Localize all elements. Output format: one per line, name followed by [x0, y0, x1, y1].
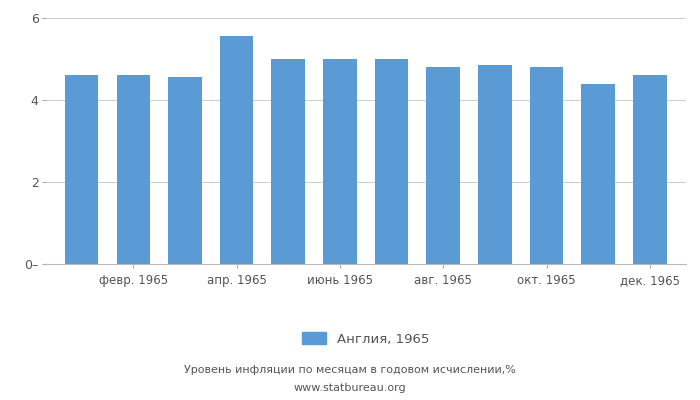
Text: www.statbureau.org: www.statbureau.org [294, 383, 406, 393]
Bar [220, 36, 253, 264]
Bar [65, 75, 99, 264]
Bar [272, 59, 305, 264]
Bar [168, 78, 202, 264]
Bar [323, 59, 357, 264]
Bar [530, 67, 564, 264]
Bar [374, 59, 408, 264]
Bar [582, 84, 615, 264]
Bar [426, 67, 460, 264]
Bar [478, 65, 512, 264]
Text: Уровень инфляции по месяцам в годовом исчислении,%: Уровень инфляции по месяцам в годовом ис… [184, 365, 516, 375]
Legend: Англия, 1965: Англия, 1965 [302, 332, 429, 346]
Bar [116, 75, 150, 264]
Bar [633, 75, 666, 264]
